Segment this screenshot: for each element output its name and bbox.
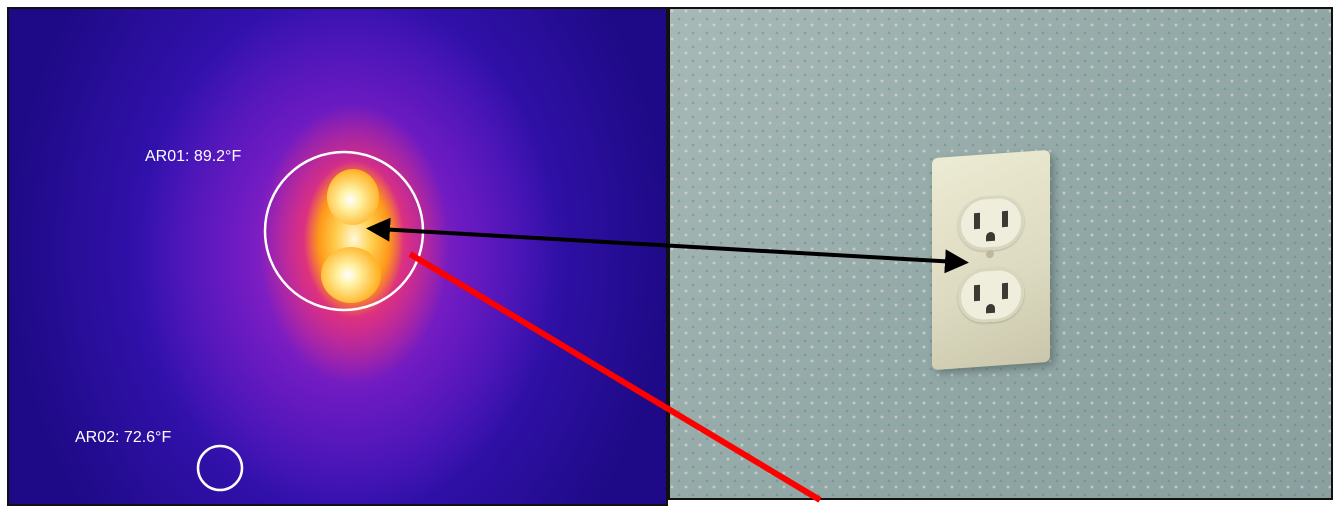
- upper-receptacle: [958, 193, 1024, 253]
- slot: [1002, 210, 1008, 228]
- measurement-label-ar02: AR02: 72.6°F: [75, 429, 172, 446]
- outlet-icon: [932, 149, 1050, 371]
- slot: [974, 212, 980, 230]
- visible-photo-panel: [668, 7, 1333, 500]
- slot: [1002, 282, 1008, 300]
- lower-receptacle: [958, 265, 1024, 325]
- ground-hole: [986, 231, 995, 242]
- center-screw: [986, 249, 994, 259]
- measurement-label-ar01: AR01: 89.2°F: [145, 148, 242, 165]
- ground-hole: [986, 303, 995, 314]
- hotspot-upper: [327, 169, 379, 225]
- slot: [974, 284, 980, 302]
- hotspot-lower: [321, 247, 381, 303]
